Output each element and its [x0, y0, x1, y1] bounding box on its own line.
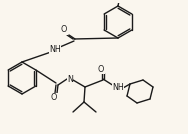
Text: O: O: [98, 64, 104, 74]
Text: NH: NH: [49, 44, 61, 53]
Text: NH: NH: [112, 83, 124, 92]
Text: O: O: [51, 94, 57, 103]
Text: N: N: [67, 75, 73, 83]
Text: O: O: [61, 25, 67, 34]
Text: O: O: [117, 0, 123, 3]
